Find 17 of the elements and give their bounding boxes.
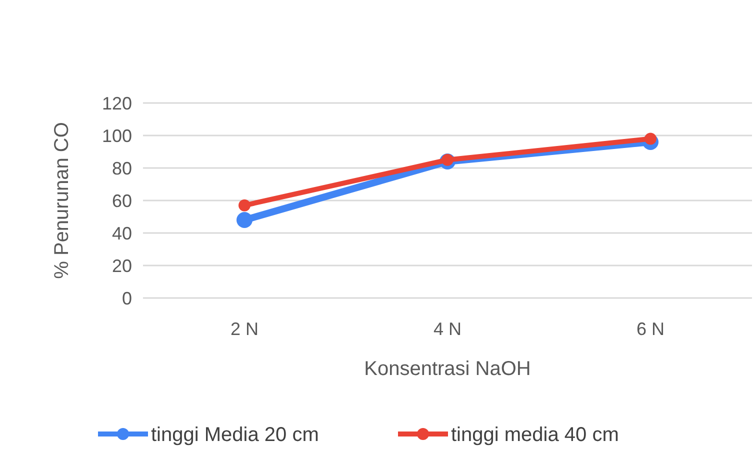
y-tick-label: 100 xyxy=(102,126,132,146)
y-tick-label: 0 xyxy=(122,288,132,308)
legend-label: tinggi media 40 cm xyxy=(451,424,619,446)
x-axis-title: Konsentrasi NaOH xyxy=(364,358,531,380)
point xyxy=(644,132,656,145)
point xyxy=(238,199,250,212)
y-tick-label: 20 xyxy=(112,256,132,276)
y-axis-title: % Penurunan CO xyxy=(51,122,73,279)
point xyxy=(236,212,252,228)
y-tick-label: 120 xyxy=(102,93,132,114)
x-tick-label: 4 N xyxy=(433,319,462,339)
y-tick-label: 40 xyxy=(112,223,132,244)
legend-label: tinggi Media 20 cm xyxy=(151,424,319,446)
y-tick-label: 80 xyxy=(112,158,132,178)
x-tick-label: 2 N xyxy=(230,319,259,339)
y-tick-label: 60 xyxy=(112,190,132,211)
x-tick-label: 6 N xyxy=(636,319,665,339)
